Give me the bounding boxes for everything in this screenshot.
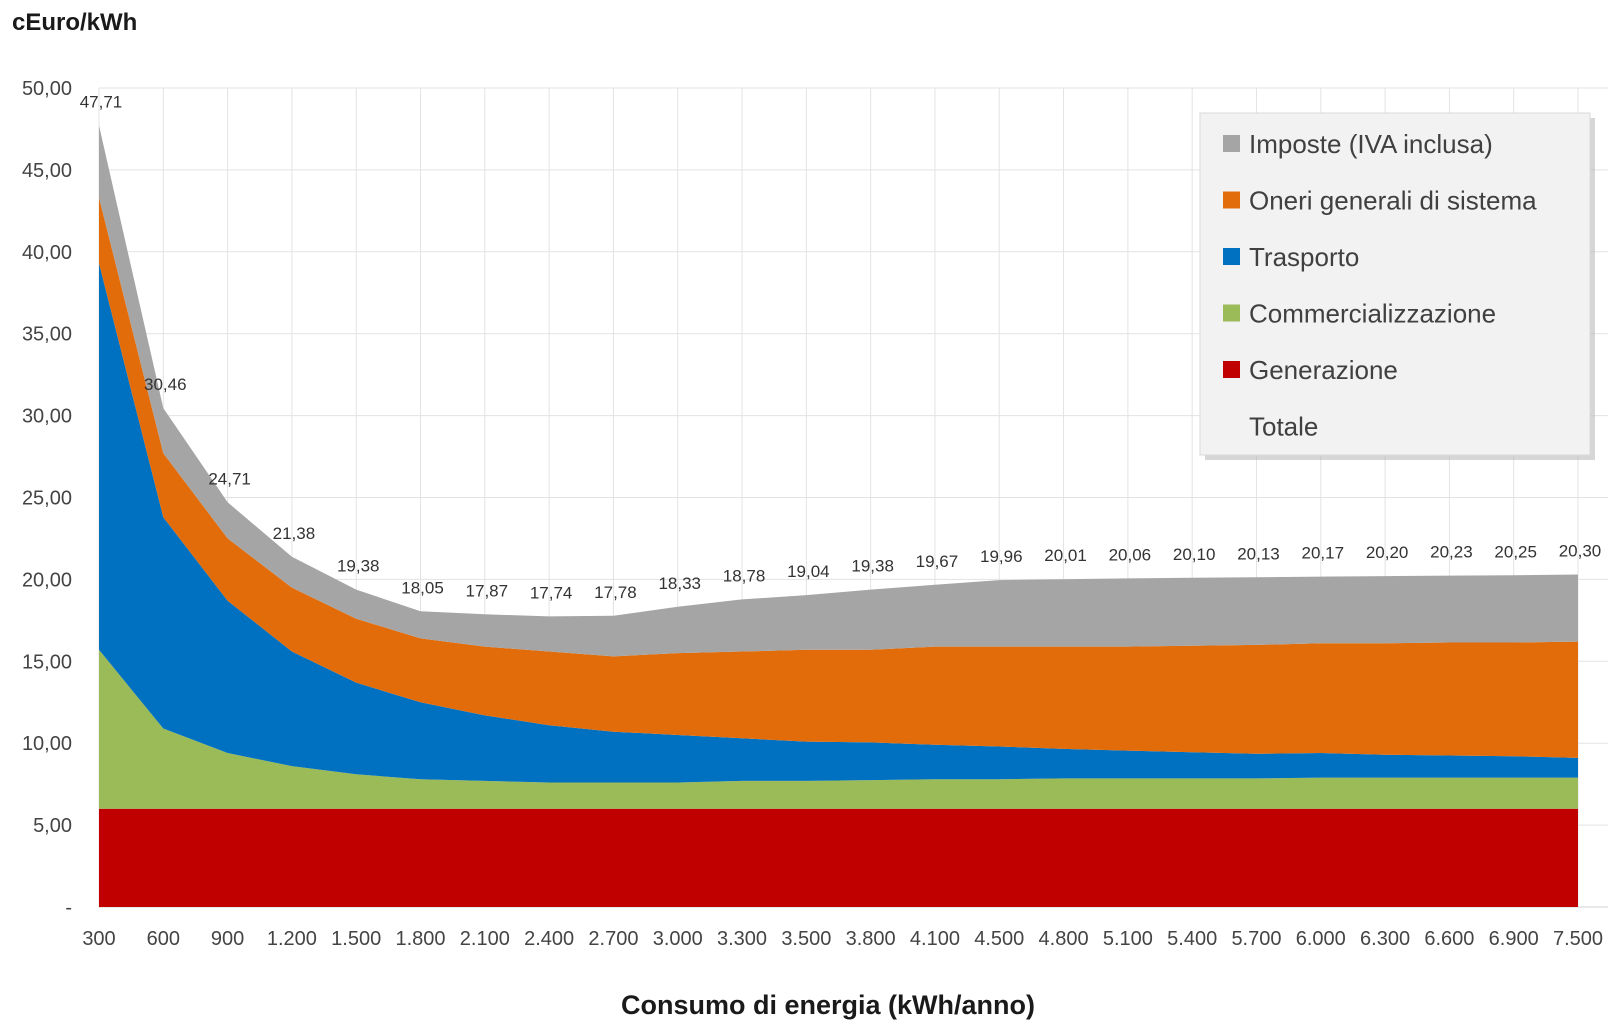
totale-data-label: 18,05 <box>401 578 444 597</box>
legend-label: Imposte (IVA inclusa) <box>1249 129 1493 159</box>
y-tick-label: 15,00 <box>22 651 72 673</box>
totale-data-label: 20,20 <box>1366 543 1409 562</box>
legend: Imposte (IVA inclusa) Oneri generali di s… <box>1199 112 1595 460</box>
totale-data-label: 20,13 <box>1237 544 1280 563</box>
x-tick-label: 2.100 <box>460 928 510 950</box>
x-tick-label: 1.800 <box>395 928 445 950</box>
x-tick-label: 5.100 <box>1103 928 1153 950</box>
y-tick-label: 10,00 <box>22 733 72 755</box>
x-tick-label: 3.800 <box>846 928 896 950</box>
x-tick-label: 7.500 <box>1553 928 1603 950</box>
x-tick-label: 2.400 <box>524 928 574 950</box>
y-axis-title: cEuro/kWh <box>12 9 137 36</box>
totale-data-label: 20,23 <box>1430 543 1473 562</box>
y-tick-label: - <box>65 897 72 919</box>
totale-data-label: 47,71 <box>80 93 123 112</box>
legend-label: Commercializzazione <box>1249 299 1496 329</box>
area-generazione <box>99 808 1578 907</box>
y-tick-label: 45,00 <box>22 160 72 182</box>
totale-data-label: 20,25 <box>1494 542 1537 561</box>
y-tick-label: 40,00 <box>22 242 72 264</box>
y-tick-label: 50,00 <box>22 78 72 100</box>
totale-data-label: 18,78 <box>723 566 766 585</box>
x-tick-label: 1.200 <box>267 928 317 950</box>
x-tick-label: 6.300 <box>1360 928 1410 950</box>
totale-data-label: 18,33 <box>658 574 701 593</box>
totale-data-label: 20,17 <box>1302 544 1345 563</box>
x-tick-label: 5.400 <box>1167 928 1217 950</box>
totale-data-label: 24,71 <box>208 469 251 488</box>
y-tick-labels: - 5,00 10,00 15,00 20,00 25,00 30,00 35,00 40,00… <box>22 78 72 919</box>
x-tick-label: 600 <box>147 928 180 950</box>
area-trasporto <box>99 263 1578 783</box>
legend-label: Totale <box>1249 412 1318 442</box>
x-axis-title: Consumo di energia (kWh/anno) <box>621 990 1035 1020</box>
x-tick-label: 3.500 <box>781 928 831 950</box>
y-tick-label: 25,00 <box>22 488 72 510</box>
x-tick-label: 4.100 <box>910 928 960 950</box>
legend-box <box>1199 112 1591 456</box>
area-commercializzazione <box>99 649 1578 809</box>
totale-data-label: 19,67 <box>916 552 959 571</box>
legend-swatch <box>1223 304 1240 322</box>
y-tick-label: 5,00 <box>33 815 72 837</box>
totale-data-labels: 47,71 30,46 24,71 21,38 19,38 18,05 17,87 17,74… <box>80 93 1602 603</box>
x-tick-label: 5.700 <box>1231 928 1281 950</box>
x-tick-labels: 300 600 900 1.200 1.500 1.800 2.100 2.400 2.700 3… <box>82 928 1603 950</box>
y-tick-label: 30,00 <box>22 406 72 428</box>
y-tick-label: 35,00 <box>22 324 72 346</box>
legend-label: Generazione <box>1249 355 1398 385</box>
x-tick-label: 3.300 <box>717 928 767 950</box>
totale-data-label: 19,38 <box>851 557 894 576</box>
totale-data-label: 20,06 <box>1109 545 1152 564</box>
totale-data-label: 20,10 <box>1173 545 1216 564</box>
totale-data-label: 20,01 <box>1044 546 1087 565</box>
legend-label: Oneri generali di sistema <box>1249 186 1537 216</box>
totale-data-label: 17,78 <box>594 583 637 602</box>
series-areas <box>99 125 1578 907</box>
x-tick-label: 6.000 <box>1296 928 1346 950</box>
area-oneri-generali-di-sistema <box>99 197 1578 758</box>
totale-data-label: 17,74 <box>530 583 573 602</box>
x-tick-label: 2.700 <box>588 928 638 950</box>
legend-swatch <box>1223 248 1240 265</box>
x-tick-label: 4.800 <box>1039 928 1089 950</box>
x-tick-label: 4.500 <box>974 928 1024 950</box>
totale-data-label: 19,04 <box>787 562 830 581</box>
legend-swatch <box>1223 135 1240 152</box>
x-tick-label: 6.900 <box>1489 928 1539 950</box>
legend-swatch <box>1223 191 1240 209</box>
y-tick-label: 20,00 <box>22 569 72 591</box>
x-tick-label: 6.600 <box>1424 928 1474 950</box>
area-imposte-iva-inclusa <box>99 125 1578 657</box>
x-tick-label: 900 <box>211 928 244 950</box>
x-tick-label: 300 <box>82 928 115 950</box>
totale-data-label: 20,30 <box>1559 541 1602 560</box>
totale-data-label: 17,87 <box>466 581 509 600</box>
totale-data-label: 19,38 <box>337 557 380 576</box>
totale-data-label: 19,96 <box>980 547 1023 566</box>
x-tick-label: 3.000 <box>653 928 703 950</box>
totale-data-label: 21,38 <box>273 524 316 543</box>
x-tick-label: 1.500 <box>331 928 381 950</box>
legend-label: Trasporto <box>1249 242 1359 272</box>
totale-data-label: 30,46 <box>144 375 187 394</box>
legend-swatch <box>1223 361 1240 378</box>
